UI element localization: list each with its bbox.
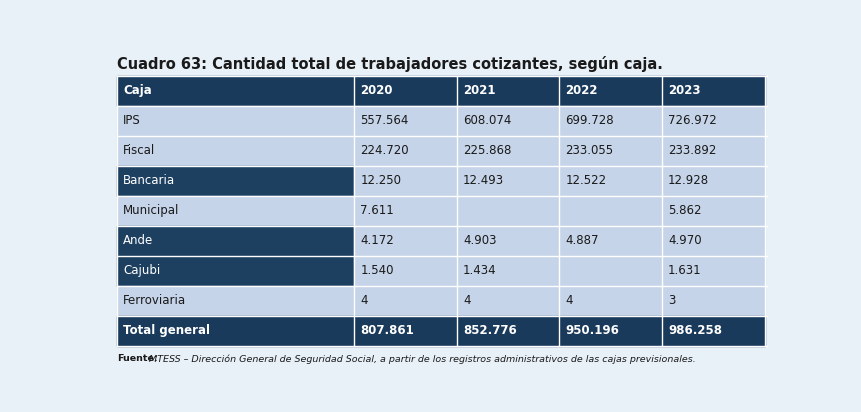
Text: 12.250: 12.250 (360, 174, 401, 187)
Bar (456, 136, 559, 166)
Text: 5.862: 5.862 (667, 204, 701, 217)
Text: 1.434: 1.434 (462, 265, 496, 277)
Text: Fiscal: Fiscal (123, 144, 155, 157)
Bar (354, 196, 456, 226)
Text: 2023: 2023 (667, 84, 700, 97)
Bar (661, 286, 764, 316)
Text: 12.522: 12.522 (565, 174, 606, 187)
Bar (456, 286, 559, 316)
Text: 950.196: 950.196 (565, 324, 619, 337)
Text: 2021: 2021 (462, 84, 495, 97)
Bar (559, 256, 661, 286)
Bar (117, 316, 354, 346)
Bar (456, 196, 559, 226)
Bar (559, 286, 661, 316)
Text: IPS: IPS (123, 114, 141, 127)
Text: 852.776: 852.776 (462, 324, 516, 337)
Bar (661, 256, 764, 286)
Bar (661, 316, 764, 346)
Text: 4: 4 (462, 294, 470, 307)
Text: Bancaria: Bancaria (123, 174, 175, 187)
Text: 233.892: 233.892 (667, 144, 715, 157)
Bar (661, 76, 764, 105)
Bar (117, 136, 354, 166)
Bar (456, 76, 559, 105)
Text: Cajubi: Cajubi (123, 265, 160, 277)
Bar (456, 105, 559, 136)
Text: 557.564: 557.564 (360, 114, 408, 127)
Text: 2022: 2022 (565, 84, 598, 97)
Text: 4.172: 4.172 (360, 234, 393, 247)
Bar (559, 316, 661, 346)
Bar (456, 226, 559, 256)
Bar (117, 166, 354, 196)
Text: Fuente:: Fuente: (117, 354, 158, 363)
Bar (559, 196, 661, 226)
Bar (354, 256, 456, 286)
Bar (117, 256, 354, 286)
Text: Cuadro 63: Cantidad total de trabajadores cotizantes, según caja.: Cuadro 63: Cantidad total de trabajadore… (117, 56, 662, 72)
Bar (354, 76, 456, 105)
Text: 608.074: 608.074 (462, 114, 511, 127)
Bar (661, 105, 764, 136)
Text: 4: 4 (565, 294, 573, 307)
Text: 12.493: 12.493 (462, 174, 504, 187)
Text: 3: 3 (667, 294, 675, 307)
Bar (661, 196, 764, 226)
Text: 986.258: 986.258 (667, 324, 722, 337)
Text: 726.972: 726.972 (667, 114, 716, 127)
Bar (354, 316, 456, 346)
Text: 2020: 2020 (360, 84, 393, 97)
Bar (117, 226, 354, 256)
Text: 1.540: 1.540 (360, 265, 393, 277)
Bar (661, 166, 764, 196)
Bar (354, 136, 456, 166)
Bar (661, 226, 764, 256)
Text: 4.903: 4.903 (462, 234, 496, 247)
Bar (559, 105, 661, 136)
Bar (117, 286, 354, 316)
Bar (354, 286, 456, 316)
Text: 4.887: 4.887 (565, 234, 598, 247)
Text: Ande: Ande (123, 234, 153, 247)
Bar (559, 76, 661, 105)
Text: 4.970: 4.970 (667, 234, 701, 247)
Text: 699.728: 699.728 (565, 114, 613, 127)
Bar (456, 256, 559, 286)
Text: 7.611: 7.611 (360, 204, 393, 217)
Bar (661, 136, 764, 166)
Text: Total general: Total general (123, 324, 210, 337)
Text: MTESS – Dirección General de Seguridad Social, a partir de los registros adminis: MTESS – Dirección General de Seguridad S… (146, 354, 696, 364)
Bar (117, 76, 354, 105)
Bar (559, 136, 661, 166)
Text: Ferroviaria: Ferroviaria (123, 294, 186, 307)
Bar (117, 105, 354, 136)
Text: 807.861: 807.861 (360, 324, 413, 337)
Text: 1.631: 1.631 (667, 265, 701, 277)
Text: 225.868: 225.868 (462, 144, 511, 157)
Bar (354, 105, 456, 136)
Bar (354, 226, 456, 256)
Text: 12.928: 12.928 (667, 174, 709, 187)
Bar (559, 166, 661, 196)
Text: Caja: Caja (123, 84, 152, 97)
Bar (559, 226, 661, 256)
Bar (354, 166, 456, 196)
Text: 4: 4 (360, 294, 368, 307)
Bar (456, 316, 559, 346)
Text: 233.055: 233.055 (565, 144, 613, 157)
Text: Municipal: Municipal (123, 204, 179, 217)
Bar (117, 196, 354, 226)
Text: 224.720: 224.720 (360, 144, 408, 157)
Bar (456, 166, 559, 196)
